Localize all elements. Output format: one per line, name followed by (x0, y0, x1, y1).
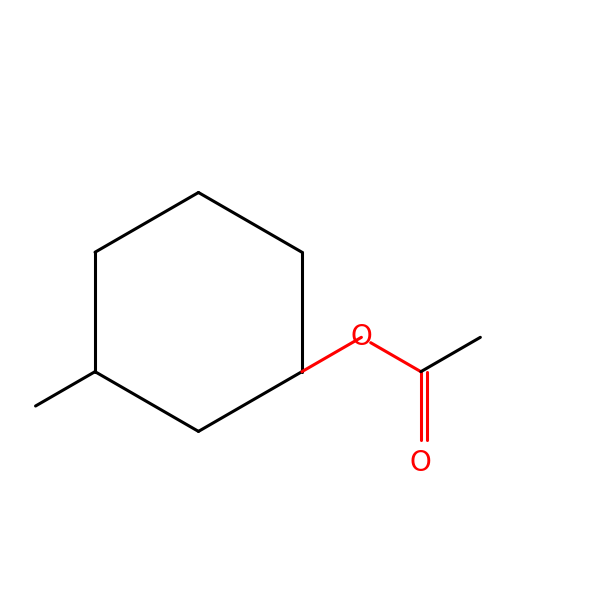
Text: O: O (410, 449, 432, 478)
Text: O: O (350, 323, 372, 352)
